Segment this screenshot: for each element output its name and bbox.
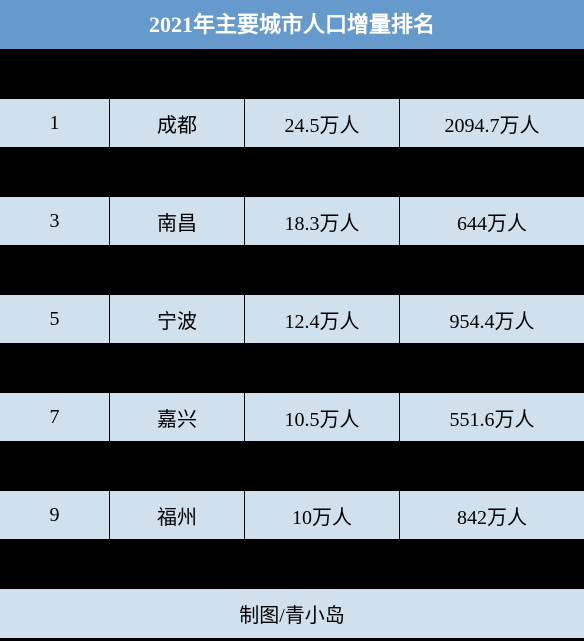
table-row [0, 540, 584, 589]
cell-growth: 10万人 [245, 491, 400, 539]
table-row [0, 344, 584, 393]
header-population: 人口总量 [400, 50, 584, 98]
cell-rank [0, 246, 110, 294]
cell-rank: 3 [0, 197, 110, 245]
header-rank: 排名 [0, 50, 110, 98]
table-body: 1成都24.5万人2094.7万人 3南昌18.3万人644万人 5宁波12.4万人… [0, 99, 584, 589]
table-row: 7嘉兴10.5万人551.6万人 [0, 393, 584, 442]
cell-growth [245, 344, 400, 392]
cell-growth [245, 148, 400, 196]
cell-growth: 24.5万人 [245, 99, 400, 147]
table-footer-row: 制图/青小岛 [0, 589, 584, 638]
cell-rank [0, 540, 110, 588]
table-row [0, 148, 584, 197]
cell-population: 2094.7万人 [400, 99, 584, 147]
cell-city: 南昌 [110, 197, 245, 245]
cell-population: 551.6万人 [400, 393, 584, 441]
cell-growth [245, 442, 400, 490]
cell-city: 宁波 [110, 295, 245, 343]
cell-city: 成都 [110, 99, 245, 147]
cell-growth: 12.4万人 [245, 295, 400, 343]
table-row: 9福州10万人842万人 [0, 491, 584, 540]
cell-population: 644万人 [400, 197, 584, 245]
table-row: 1成都24.5万人2094.7万人 [0, 99, 584, 148]
cell-city [110, 442, 245, 490]
cell-growth: 18.3万人 [245, 197, 400, 245]
cell-city: 福州 [110, 491, 245, 539]
table-title: 2021年主要城市人口增量排名 [0, 0, 584, 50]
cell-population [400, 344, 584, 392]
cell-rank [0, 442, 110, 490]
table-row: 3南昌18.3万人644万人 [0, 197, 584, 246]
table-header-row: 排名 城市 人口增量 人口总量 [0, 50, 584, 99]
cell-rank: 9 [0, 491, 110, 539]
cell-rank: 1 [0, 99, 110, 147]
cell-city: 嘉兴 [110, 393, 245, 441]
table-row: 5宁波12.4万人954.4万人 [0, 295, 584, 344]
cell-population [400, 540, 584, 588]
header-city: 城市 [110, 50, 245, 98]
cell-rank: 5 [0, 295, 110, 343]
cell-population: 842万人 [400, 491, 584, 539]
cell-population [400, 246, 584, 294]
cell-rank [0, 148, 110, 196]
cell-city [110, 246, 245, 294]
cell-rank: 7 [0, 393, 110, 441]
population-ranking-table: 2021年主要城市人口增量排名 排名 城市 人口增量 人口总量 1成都24.5万… [0, 0, 584, 641]
cell-growth: 10.5万人 [245, 393, 400, 441]
cell-growth [245, 540, 400, 588]
table-row [0, 246, 584, 295]
header-growth: 人口增量 [245, 50, 400, 98]
cell-population [400, 148, 584, 196]
cell-city [110, 540, 245, 588]
cell-rank [0, 344, 110, 392]
cell-city [110, 148, 245, 196]
cell-city [110, 344, 245, 392]
cell-population [400, 442, 584, 490]
table-credit: 制图/青小岛 [0, 589, 584, 638]
table-row [0, 442, 584, 491]
cell-growth [245, 246, 400, 294]
cell-population: 954.4万人 [400, 295, 584, 343]
